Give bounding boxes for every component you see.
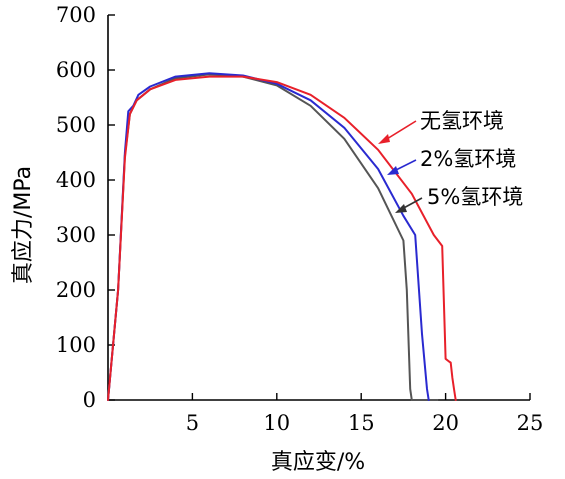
series-layer [107, 72, 457, 401]
legend-label-series-2: 5%氢环境 [427, 185, 523, 209]
y-tick-label-5: 500 [56, 113, 96, 137]
x-tick-label-4: 25 [517, 411, 544, 435]
x-tick-label-0: 5 [186, 411, 199, 435]
y-tick-label-0: 0 [83, 388, 96, 412]
series-line-1 [107, 72, 430, 401]
y-axis-title: 真应力/MPa [11, 166, 36, 284]
x-tick-label-2: 15 [348, 411, 375, 435]
x-tick-label-3: 20 [432, 411, 459, 435]
series-line-2 [107, 73, 439, 401]
legend-arrow-series-1 [387, 166, 399, 175]
legend-label-series-0: 无氢环境 [420, 109, 504, 133]
legend: 无氢环境 2%氢环境 5%氢环境 [378, 109, 523, 213]
series-line-0 [107, 75, 457, 401]
y-tick-label-1: 100 [56, 333, 96, 357]
y-tick-label-3: 300 [56, 223, 96, 247]
axes [107, 15, 530, 401]
x-axis-title: 真应变/% [271, 450, 365, 475]
x-tick-label-1: 10 [263, 411, 290, 435]
legend-label-series-1: 2%氢环境 [420, 147, 516, 171]
y-tick-label-4: 400 [56, 168, 96, 192]
y-tick-label-7: 700 [56, 3, 96, 27]
ticks: 5 10 15 20 25 0 100 200 300 400 500 600 700 [56, 3, 543, 435]
legend-arrow-series-0 [378, 134, 390, 144]
y-tick-label-6: 600 [56, 58, 96, 82]
legend-arrow-series-2 [395, 204, 407, 213]
y-tick-label-2: 200 [56, 278, 96, 302]
